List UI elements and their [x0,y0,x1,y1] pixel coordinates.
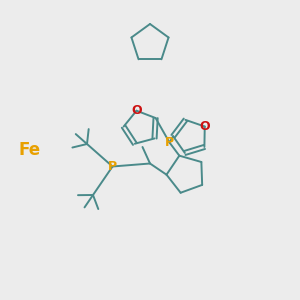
Text: P: P [165,136,174,149]
Text: O: O [131,104,142,117]
Text: P: P [108,160,117,173]
Text: Fe: Fe [18,141,40,159]
Text: O: O [200,120,210,133]
